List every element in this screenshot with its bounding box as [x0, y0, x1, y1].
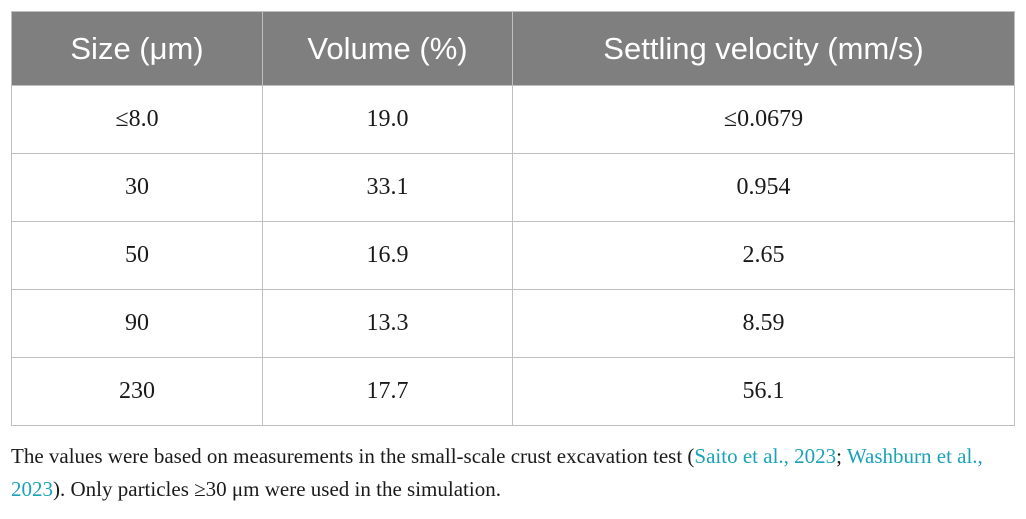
footnote-text: ). Only particles ≥30 μm were used in th…: [53, 477, 501, 501]
cell-settling-velocity: 0.954: [512, 153, 1015, 222]
cell-size: ≤8.0: [11, 85, 263, 154]
table-body: ≤8.0 19.0 ≤0.0679 30 33.1 0.954 50 16.9 …: [11, 85, 1015, 426]
table-row: 50 16.9 2.65: [11, 221, 1015, 290]
cell-volume: 17.7: [262, 357, 513, 426]
cell-settling-velocity: ≤0.0679: [512, 85, 1015, 154]
citation-link-saito[interactable]: Saito et al., 2023: [694, 444, 837, 468]
header-row: Size (μm) Volume (%) Settling velocity (…: [11, 11, 1015, 86]
header-size: Size (μm): [11, 11, 263, 86]
table-footnote: The values were based on measurements in…: [11, 440, 1016, 506]
table-row: 30 33.1 0.954: [11, 153, 1015, 222]
table-header: Size (μm) Volume (%) Settling velocity (…: [11, 11, 1015, 86]
table-row: 230 17.7 56.1: [11, 357, 1015, 426]
citation-link-washburn[interactable]: Washburn et al., 2023: [11, 444, 983, 501]
cell-size: 90: [11, 289, 263, 358]
cell-volume: 16.9: [262, 221, 513, 290]
table-row: ≤8.0 19.0 ≤0.0679: [11, 85, 1015, 154]
cell-settling-velocity: 8.59: [512, 289, 1015, 358]
header-volume: Volume (%): [262, 11, 513, 86]
table-row: 90 13.3 8.59: [11, 289, 1015, 358]
data-table-container: Size (μm) Volume (%) Settling velocity (…: [11, 11, 1015, 426]
footnote-separator: ;: [836, 444, 847, 468]
cell-size: 50: [11, 221, 263, 290]
cell-size: 30: [11, 153, 263, 222]
cell-volume: 33.1: [262, 153, 513, 222]
cell-volume: 19.0: [262, 85, 513, 154]
footnote-text: The values were based on measurements in…: [11, 444, 695, 468]
cell-settling-velocity: 56.1: [512, 357, 1015, 426]
cell-settling-velocity: 2.65: [512, 221, 1015, 290]
data-table: Size (μm) Volume (%) Settling velocity (…: [11, 11, 1015, 426]
cell-size: 230: [11, 357, 263, 426]
cell-volume: 13.3: [262, 289, 513, 358]
header-settling-velocity: Settling velocity (mm/s): [512, 11, 1015, 86]
